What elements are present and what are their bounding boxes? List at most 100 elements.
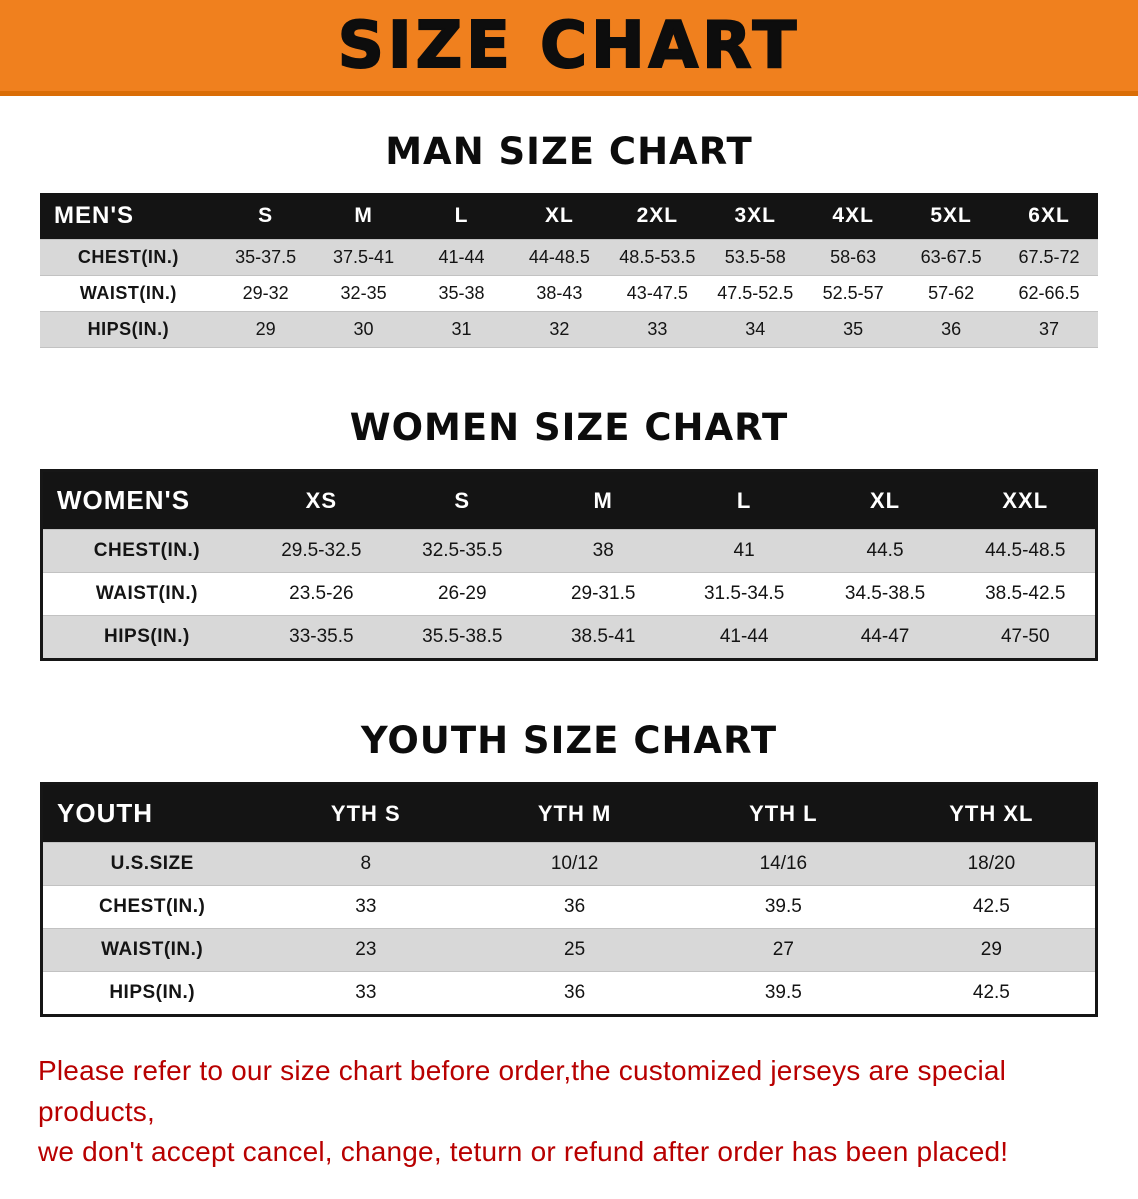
youth-size-table: YOUTH YTH S YTH M YTH L YTH XL U.S.SIZE 8 10/12… — [40, 782, 1098, 1017]
data-cell: 29 — [980, 939, 1002, 960]
mens-section: MAN SIZE CHART MEN'S S M L XL 2XL 3XL 4XL 5XL 6XL… — [0, 130, 1138, 348]
table-row: CHEST(IN.) 33 36 39.5 42.5 — [41, 885, 1097, 929]
data-cell: 35-38 — [438, 283, 485, 303]
data-cell: 53.5-58 — [724, 247, 786, 267]
size-column-header: 4XL — [804, 193, 903, 240]
data-cell: 44.5 — [866, 540, 904, 561]
table-header-row: WOMEN'S XS S M L XL XXL — [41, 470, 1097, 530]
disclaimer-line-2: we don't accept cancel, change, teturn o… — [38, 1136, 1009, 1168]
data-cell: 8 — [360, 853, 372, 874]
size-column-header: 2XL — [608, 193, 707, 240]
data-cell: 23.5-26 — [289, 583, 354, 604]
table-row: HIPS(IN.) 29 30 31 32 33 34 35 36 37 — [40, 311, 1098, 348]
data-cell: 38.5-41 — [570, 626, 636, 647]
womens-section-title: WOMEN SIZE CHART — [349, 406, 789, 449]
data-cell: 29-31.5 — [570, 583, 636, 604]
size-column-header: YTH XL — [887, 783, 1097, 843]
data-cell: 62-66.5 — [1018, 283, 1080, 303]
data-cell: 33 — [647, 319, 668, 339]
table-corner-header: WOMEN'S — [41, 470, 251, 530]
data-cell: 10/12 — [550, 853, 599, 874]
data-cell: 29.5-32.5 — [281, 540, 362, 561]
data-cell: 33 — [355, 896, 377, 917]
data-cell: 27 — [772, 939, 794, 960]
data-cell: 30 — [353, 319, 374, 339]
mens-section-title: MAN SIZE CHART — [385, 130, 753, 173]
table-row: WAIST(IN.) 23 25 27 29 — [41, 928, 1097, 972]
row-label-cell: CHEST(IN.) — [99, 896, 206, 917]
data-cell: 48.5-53.5 — [619, 247, 696, 267]
data-cell: 37 — [1039, 319, 1060, 339]
data-cell: 58-63 — [830, 247, 877, 267]
table-row: CHEST(IN.) 29.5-32.5 32.5-35.5 38 41 44.5 44.5… — [41, 529, 1097, 573]
size-column-header: YTH S — [261, 783, 471, 843]
data-cell: 39.5 — [764, 896, 802, 917]
data-cell: 26-29 — [437, 583, 487, 604]
table-header-row: YOUTH YTH S YTH M YTH L YTH XL — [41, 783, 1097, 843]
data-cell: 44-47 — [860, 626, 910, 647]
data-cell: 32 — [549, 319, 570, 339]
data-cell: 52.5-57 — [822, 283, 884, 303]
womens-size-table: WOMEN'S XS S M L XL XXL CHEST(IN.) 29.5-32.5 32.5… — [40, 469, 1098, 661]
data-cell: 41-44 — [719, 626, 769, 647]
data-cell: 39.5 — [764, 982, 802, 1003]
row-label-cell: HIPS(IN.) — [87, 319, 170, 339]
data-cell: 44-48.5 — [528, 247, 590, 267]
size-column-header: XS — [250, 470, 392, 530]
data-cell: 35-37.5 — [235, 247, 297, 267]
table-row: U.S.SIZE 8 10/12 14/16 18/20 — [41, 842, 1097, 886]
data-cell: 35.5-38.5 — [422, 626, 503, 647]
table-row: WAIST(IN.) 29-32 32-35 35-38 38-43 43-47.5 47.… — [40, 275, 1098, 312]
data-cell: 42.5 — [972, 896, 1010, 917]
data-cell: 36 — [941, 319, 962, 339]
data-cell: 67.5-72 — [1018, 247, 1080, 267]
data-cell: 25 — [564, 939, 586, 960]
size-column-header: 3XL — [706, 193, 805, 240]
table-row: CHEST(IN.) 35-37.5 37.5-41 41-44 44-48.5 48.5… — [40, 239, 1098, 276]
data-cell: 36 — [564, 896, 586, 917]
table-row: WAIST(IN.) 23.5-26 26-29 29-31.5 31.5-34.5 34… — [41, 572, 1097, 616]
row-label-cell: WAIST(IN.) — [101, 939, 204, 960]
data-cell: 34 — [745, 319, 766, 339]
size-column-header: 5XL — [902, 193, 1001, 240]
table-corner-header: YOUTH — [41, 783, 262, 843]
size-column-header: S — [391, 470, 533, 530]
banner-title: SIZE CHART — [337, 8, 801, 84]
data-cell: 29-32 — [242, 283, 289, 303]
data-cell: 41 — [733, 540, 755, 561]
youth-section: YOUTH SIZE CHART YOUTH YTH S YTH M YTH L YTH… — [0, 719, 1138, 1017]
data-cell: 42.5 — [972, 982, 1010, 1003]
row-label-cell: U.S.SIZE — [110, 853, 194, 874]
disclaimer: Please refer to our size chart before or… — [38, 1051, 1100, 1173]
data-cell: 37.5-41 — [333, 247, 395, 267]
data-cell: 63-67.5 — [920, 247, 982, 267]
data-cell: 32-35 — [340, 283, 387, 303]
size-column-header: YTH L — [678, 783, 888, 843]
row-label-cell: HIPS(IN.) — [109, 982, 196, 1003]
size-column-header: XXL — [955, 470, 1097, 530]
row-label-cell: WAIST(IN.) — [79, 283, 177, 303]
data-cell: 36 — [564, 982, 586, 1003]
size-column-header: S — [216, 193, 315, 240]
size-column-header: YTH M — [470, 783, 679, 843]
table-row: HIPS(IN.) 33 36 39.5 42.5 — [41, 971, 1097, 1016]
data-cell: 44.5-48.5 — [985, 540, 1066, 561]
size-column-header: L — [412, 193, 511, 240]
data-cell: 38.5-42.5 — [985, 583, 1066, 604]
data-cell: 32.5-35.5 — [422, 540, 503, 561]
youth-section-title: YOUTH SIZE CHART — [360, 719, 778, 762]
row-label-cell: WAIST(IN.) — [95, 583, 198, 604]
size-column-header: L — [673, 470, 815, 530]
mens-size-table: MEN'S S M L XL 2XL 3XL 4XL 5XL 6XL CHEST(IN.) 35-37… — [40, 193, 1098, 348]
data-cell: 47.5-52.5 — [717, 283, 794, 303]
row-label-cell: CHEST(IN.) — [77, 247, 179, 267]
size-column-header: XL — [510, 193, 609, 240]
data-cell: 38 — [592, 540, 614, 561]
table-corner-header: MEN'S — [40, 193, 217, 240]
data-cell: 33 — [355, 982, 377, 1003]
disclaimer-line-1: Please refer to our size chart before or… — [38, 1055, 1007, 1127]
data-cell: 18/20 — [967, 853, 1016, 874]
data-cell: 34.5-38.5 — [844, 583, 926, 604]
data-cell: 31.5-34.5 — [703, 583, 785, 604]
row-label-cell: HIPS(IN.) — [104, 626, 190, 647]
